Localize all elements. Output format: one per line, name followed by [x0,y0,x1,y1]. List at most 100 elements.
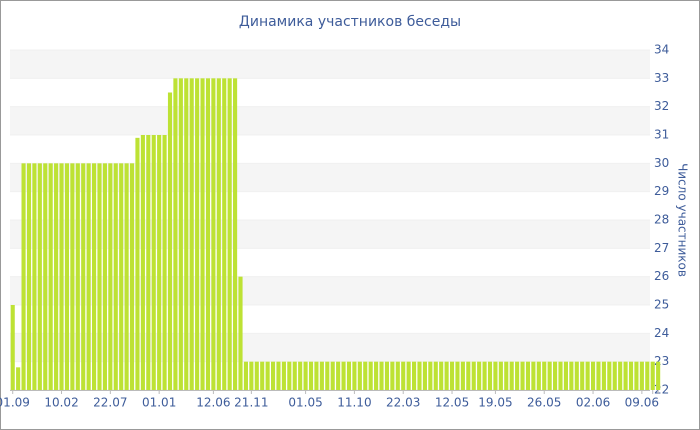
bar [140,135,145,390]
bar [319,361,324,390]
grid-band [10,50,650,79]
bar [243,361,248,390]
x-tick-label: 12.06 [196,396,230,410]
bar [379,361,384,390]
x-tick-label: 26.05 [527,396,561,410]
x-tick-label: 09.06 [625,396,659,410]
bar [102,163,107,390]
y-tick-label: 25 [654,298,669,312]
bar [384,361,390,390]
bar [124,163,129,390]
x-tick-label: 22.03 [386,396,420,410]
bar [558,361,563,390]
bar [542,361,547,390]
bar [151,135,156,390]
bar [26,163,32,390]
bar [352,361,357,390]
bar [211,78,216,390]
bar [412,361,417,390]
bar [167,92,173,390]
bar [276,361,281,390]
bar [292,361,297,390]
bar [92,163,97,390]
y-tick-label: 26 [654,269,669,283]
bar [547,361,552,390]
bar [200,78,205,390]
bar [341,361,346,390]
bar [184,78,189,390]
bar [612,361,617,390]
bar [59,163,64,390]
bar [574,361,579,390]
bar [97,163,102,390]
x-tick-label: 01.09 [0,396,30,410]
bar [390,361,395,390]
bar [16,367,21,390]
bar [298,361,303,390]
bar [374,361,379,390]
bar [113,163,118,390]
y-tick-label: 30 [654,156,669,170]
y-axis-label: Число участников [676,163,690,277]
bar [10,305,15,390]
chart-title: Динамика участников беседы [239,14,461,30]
bar [596,361,601,390]
bar [32,163,37,390]
bar [357,361,362,390]
bar [135,137,140,390]
bar [265,361,270,390]
bar [189,78,194,390]
bar [119,163,124,390]
bar [178,78,183,390]
bar [417,361,422,390]
bar [173,78,178,390]
bar [466,361,471,390]
bar [270,361,276,390]
x-tick-label: 21.11 [234,396,268,410]
bar [314,361,319,390]
bar [520,361,525,390]
bar [509,361,514,390]
bar [601,361,606,390]
bar [303,361,308,390]
bar [477,361,482,390]
x-tick-label: 01.01 [142,396,176,410]
y-tick-label: 28 [654,213,669,227]
bar [639,361,644,390]
x-tick-label: 02.06 [576,396,610,410]
bar [281,361,286,390]
bar [287,361,292,390]
bar [162,135,167,390]
y-tick-label: 31 [654,128,669,142]
bar [536,361,541,390]
bar [569,361,574,390]
y-tick-label: 29 [654,184,669,198]
bar [195,78,200,390]
bar [363,361,368,390]
y-tick-label: 34 [654,43,669,57]
bar [330,361,335,390]
x-tick-label: 10.02 [44,396,78,410]
bar [70,163,75,390]
bar [64,163,70,390]
bar [531,361,536,390]
bar [455,361,460,390]
bar [129,163,135,390]
bar [618,361,623,390]
bar [515,361,520,390]
bar [504,361,509,390]
bar [460,361,465,390]
bar [525,361,531,390]
bar [108,163,113,390]
bar [37,163,42,390]
bar [487,361,493,390]
bar [86,163,91,390]
bar [368,361,373,390]
bar [563,361,568,390]
bar [580,361,585,390]
bar [21,163,26,390]
bar [656,361,661,390]
bar [553,361,558,390]
bar [238,276,243,390]
